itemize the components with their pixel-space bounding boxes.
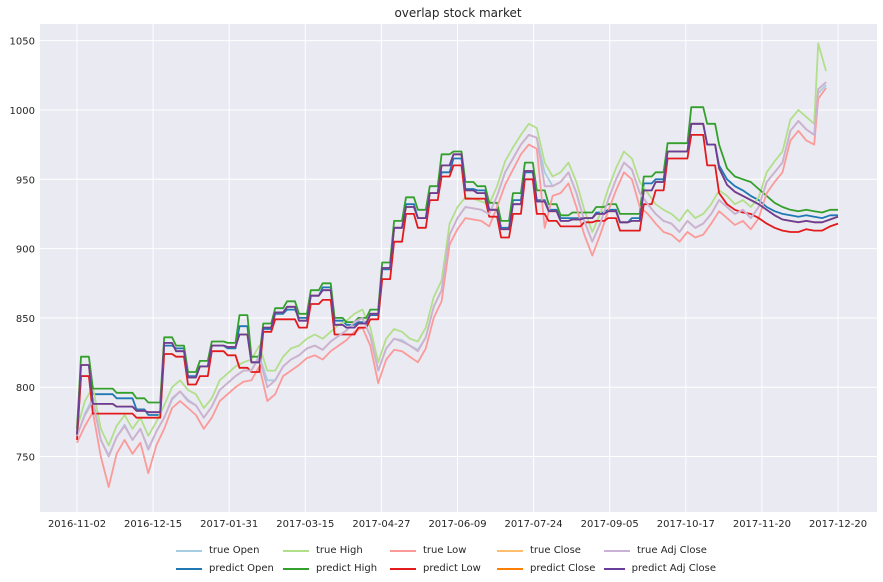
legend-item: true High <box>283 543 390 558</box>
series-line-true-high <box>76 42 827 447</box>
legend-label: predict Open <box>209 563 274 574</box>
legend-label: true Close <box>530 545 581 556</box>
x-tick-label: 2017-01-31 <box>200 519 258 530</box>
legend-label: predict Adj Close <box>631 563 716 574</box>
legend-item: predict Open <box>176 561 283 576</box>
series-line-true-adj-close <box>76 81 827 458</box>
legend-swatch <box>390 567 416 570</box>
legend-swatch <box>283 567 309 570</box>
legend-swatch <box>176 567 202 570</box>
legend-item: predict Low <box>390 561 497 576</box>
x-tick-label: 2017-04-27 <box>352 519 410 530</box>
legend-item: predict Close <box>497 561 604 576</box>
grid-lines <box>40 24 877 512</box>
legend-item: true Open <box>176 543 283 558</box>
x-tick-labels: 2016-11-02 2016-12-15 2017-01-31 2017-03-15… <box>48 519 867 530</box>
x-tick-label: 2017-10-17 <box>657 519 715 530</box>
y-tick-label: 800 <box>16 383 35 394</box>
x-tick-label: 2016-11-02 <box>48 519 106 530</box>
legend-swatch <box>176 549 202 552</box>
y-tick-label: 850 <box>16 314 35 325</box>
legend-swatch <box>390 549 416 552</box>
series-line-predict-adj-close <box>76 122 839 435</box>
x-tick-label: 2016-12-15 <box>124 519 182 530</box>
legend-item: predict High <box>283 561 390 576</box>
legend-item: true Adj Close <box>604 543 716 558</box>
series-line-predict-low <box>76 134 839 440</box>
legend-label: predict Close <box>530 563 596 574</box>
series-line-predict-high <box>76 106 838 429</box>
series-lines <box>76 42 839 488</box>
legend-swatch <box>604 567 625 570</box>
x-tick-label: 2017-03-15 <box>276 519 334 530</box>
legend-swatch <box>604 549 630 552</box>
legend-item: predict Adj Close <box>604 561 716 576</box>
legend-label: true Open <box>209 545 260 556</box>
legend-swatch <box>283 549 309 552</box>
x-tick-label: 2017-07-24 <box>505 519 563 530</box>
legend-swatch <box>497 567 523 570</box>
y-tick-labels: 750 800 850 900 950 1000 1050 <box>10 37 35 464</box>
legend-swatch <box>497 549 523 552</box>
legend-item: true Close <box>497 543 604 558</box>
chart-legend: true Open true High true Low true Close true… <box>176 543 756 576</box>
y-tick-label: 950 <box>16 175 35 186</box>
legend-item: true Low <box>390 543 497 558</box>
chart-title: overlap stock market <box>394 6 521 20</box>
y-tick-label: 750 <box>16 453 35 464</box>
x-tick-label: 2017-09-05 <box>581 519 639 530</box>
y-tick-label: 900 <box>16 245 35 256</box>
y-tick-label: 1000 <box>10 106 35 117</box>
y-tick-label: 1050 <box>10 37 35 48</box>
legend-label: true Adj Close <box>637 545 707 556</box>
legend-label: predict Low <box>423 563 481 574</box>
x-tick-label: 2017-06-09 <box>428 519 486 530</box>
legend-label: true High <box>316 545 363 556</box>
x-tick-label: 2017-11-20 <box>733 519 791 530</box>
plot-background <box>40 24 877 512</box>
legend-label: predict High <box>316 563 378 574</box>
x-tick-label: 2017-12-20 <box>809 519 867 530</box>
legend-label: true Low <box>423 545 467 556</box>
series-line-true-low <box>76 87 827 488</box>
